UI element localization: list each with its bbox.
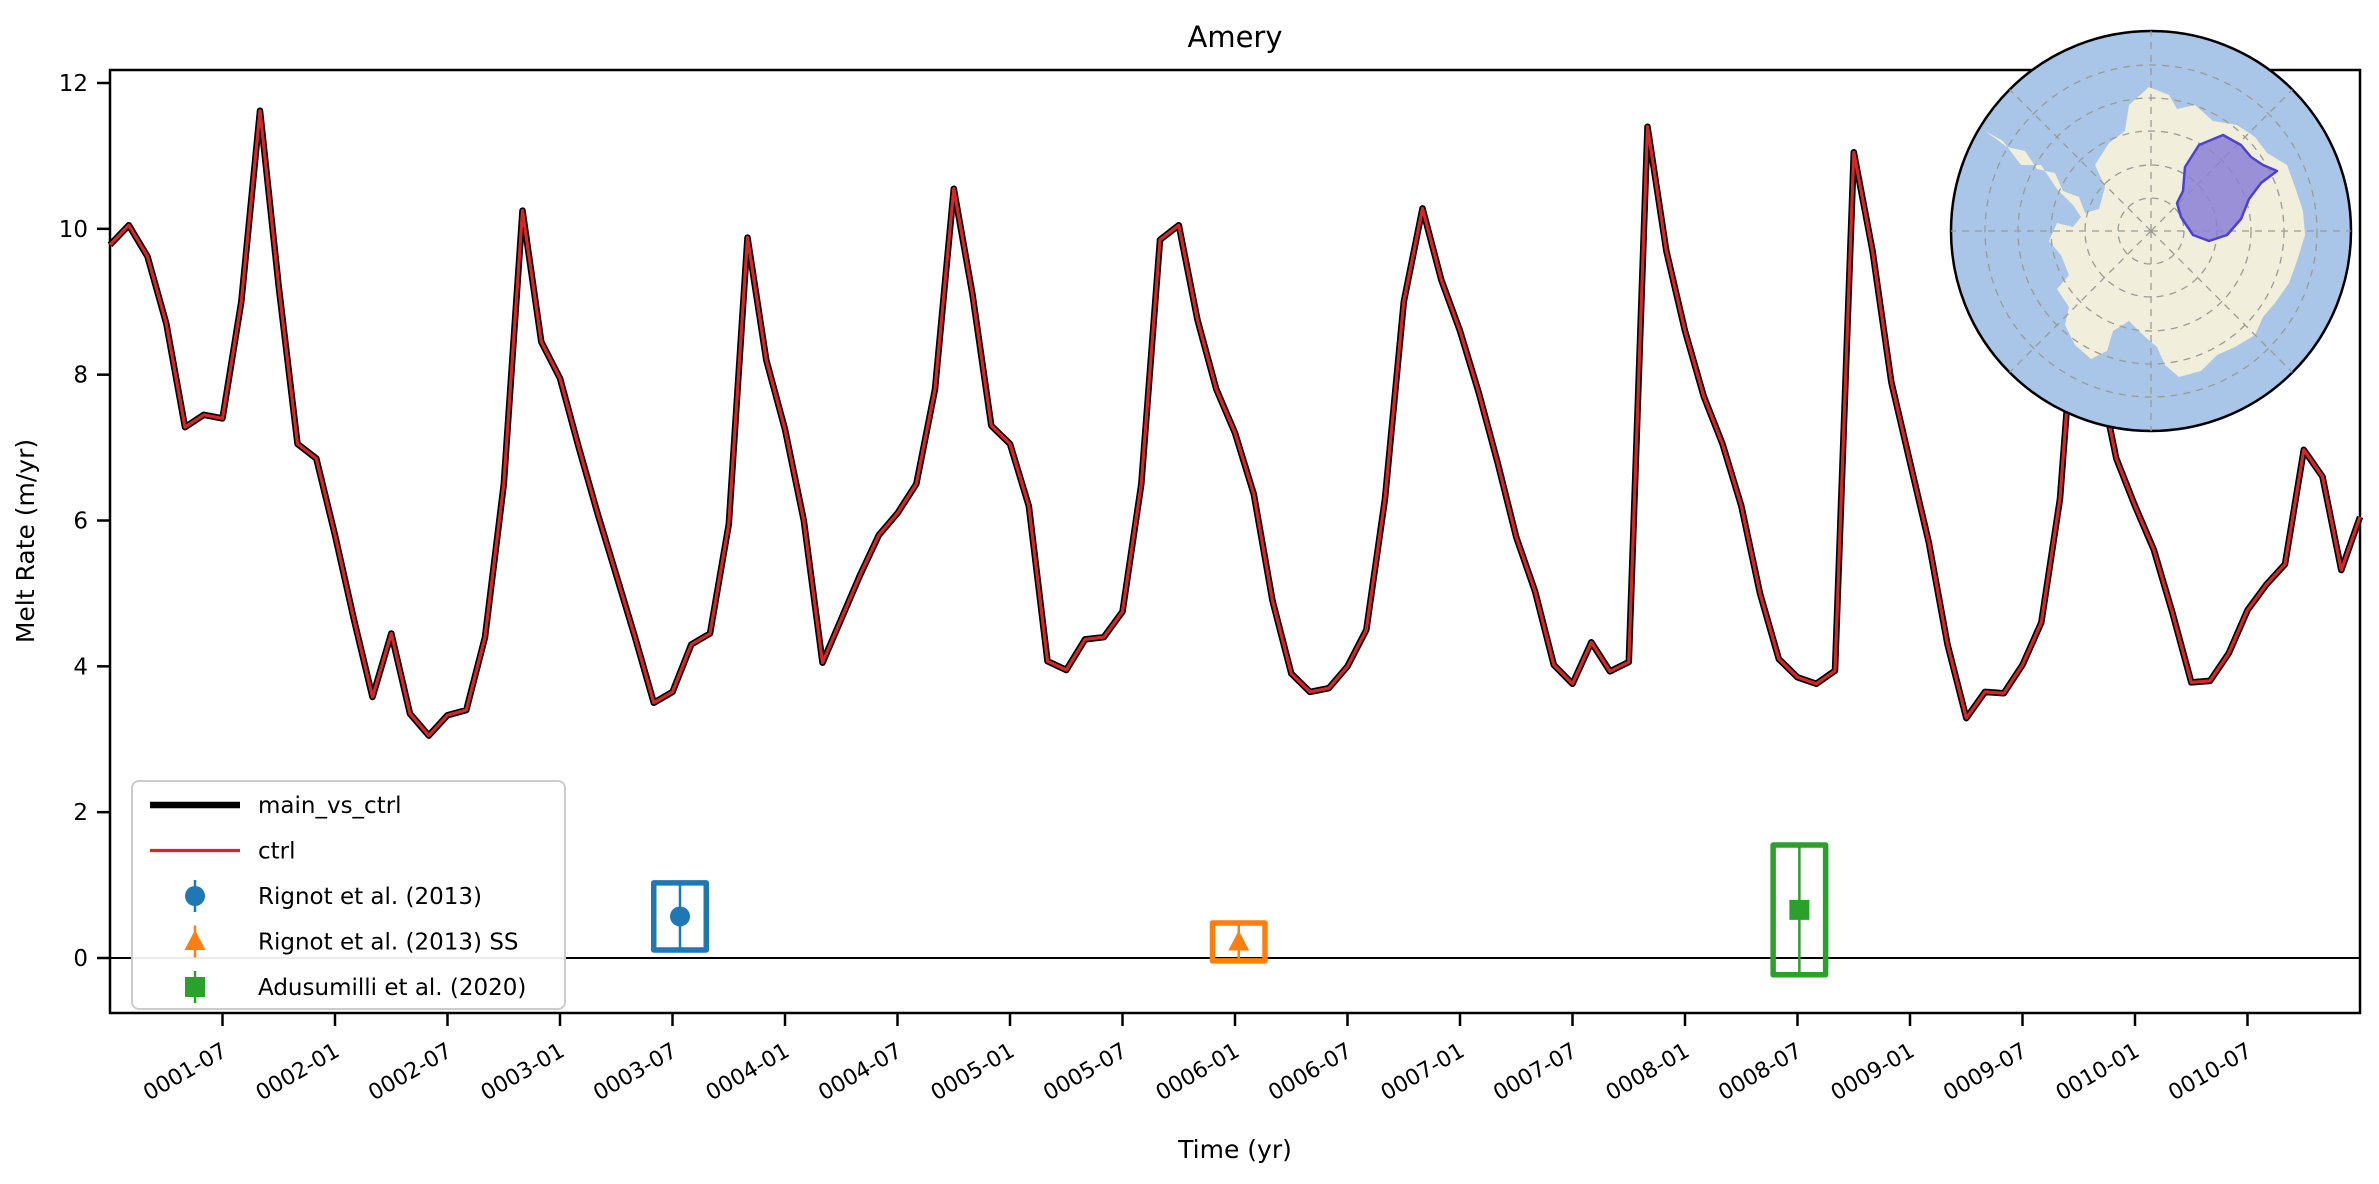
x-tick-label: 0005-07	[1039, 1039, 1131, 1107]
legend-label: ctrl	[258, 839, 296, 865]
series-lines	[107, 107, 2364, 739]
legend-label: Rignot et al. (2013)	[258, 884, 482, 910]
x-tick-label: 0003-01	[477, 1039, 569, 1107]
x-tick-label: 0010-01	[2052, 1039, 2144, 1107]
y-tick-label: 6	[73, 508, 88, 534]
x-tick-label: 0003-07	[589, 1039, 681, 1107]
y-tick-label: 4	[73, 654, 88, 680]
legend-marker-circle	[185, 886, 205, 906]
x-tick-label: 0001-07	[139, 1039, 231, 1107]
x-tick-label: 0002-07	[364, 1039, 456, 1107]
x-tick-label: 0006-01	[1152, 1039, 1244, 1107]
legend-marker-square	[185, 977, 205, 997]
y-tick-label: 12	[59, 71, 88, 97]
legend-label: Adusumilli et al. (2020)	[258, 975, 526, 1001]
legend-entry: Rignot et al. (2013)	[185, 880, 482, 912]
x-tick-label: 0008-01	[1602, 1039, 1694, 1107]
y-tick-label: 0	[73, 946, 88, 972]
x-tick-label: 0010-07	[2164, 1039, 2256, 1107]
obs-square	[1770, 842, 1829, 978]
obs-triangle	[1209, 920, 1268, 964]
x-tick-label: 0002-01	[252, 1039, 344, 1107]
obs-circle	[651, 880, 709, 953]
obs-marker-triangle	[1228, 930, 1250, 951]
legend-entry: ctrl	[150, 839, 296, 865]
x-tick-label: 0009-07	[1939, 1039, 2031, 1107]
legend-label: main_vs_ctrl	[258, 793, 402, 819]
x-tick-label: 0007-07	[1489, 1039, 1581, 1107]
x-tick-label: 0006-07	[1264, 1039, 1356, 1107]
map-graticule-circle	[2050, 130, 2252, 332]
observation-markers	[651, 842, 1829, 978]
x-tick-label: 0004-07	[814, 1039, 906, 1107]
legend-label: Rignot et al. (2013) SS	[258, 930, 519, 956]
x-tick-label: 0009-01	[1827, 1039, 1919, 1107]
legend-marker-triangle	[184, 930, 206, 950]
legend-box	[131, 780, 566, 1010]
antarctica-inset-map	[1949, 29, 2353, 433]
x-tick-label: 0008-07	[1714, 1039, 1806, 1107]
y-tick-label: 8	[73, 363, 88, 389]
legend-entry: main_vs_ctrl	[150, 793, 402, 819]
inset-map-group	[1949, 29, 2353, 433]
map-graticule-circle	[1984, 64, 2318, 398]
obs-marker-circle	[670, 906, 690, 927]
obs-marker-square	[1789, 899, 1810, 920]
legend-entry: Rignot et al. (2013) SS	[184, 925, 519, 958]
legend-entry: Adusumilli et al. (2020)	[185, 971, 526, 1003]
x-tick-label: 0004-01	[702, 1039, 794, 1107]
x-tick-label: 0007-01	[1377, 1039, 1469, 1107]
y-tick-label: 10	[59, 217, 88, 243]
series-ctrl	[108, 109, 2362, 738]
x-tick-label: 0005-01	[927, 1039, 1019, 1107]
y-tick-label: 2	[73, 800, 88, 826]
x-axis-label: Time (yr)	[1177, 1135, 1292, 1164]
chart-title: Amery	[1187, 20, 1282, 54]
y-axis-label: Melt Rate (m/yr)	[11, 439, 40, 643]
map-amery-basin-region	[2175, 133, 2279, 243]
